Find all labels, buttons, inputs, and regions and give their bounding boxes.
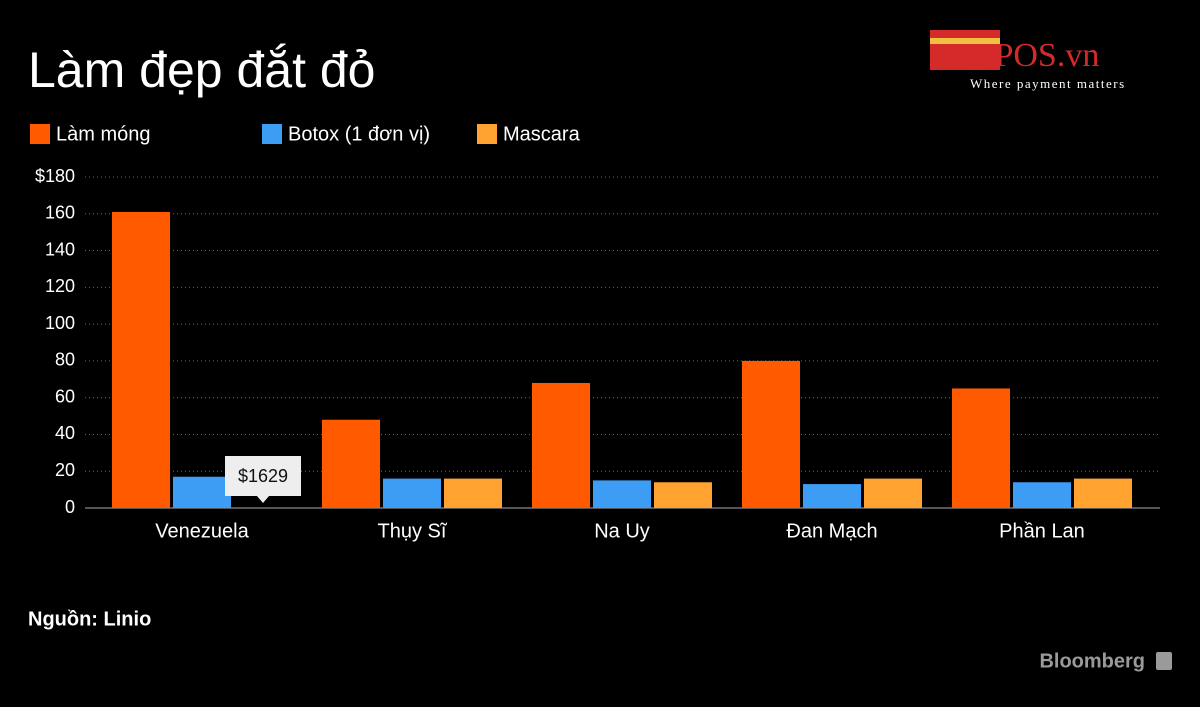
y-tick-label: 60 xyxy=(55,386,75,406)
y-tick-label: 120 xyxy=(45,276,75,296)
legend-label: Làm móng xyxy=(56,123,151,145)
value-label: $1629 xyxy=(238,466,288,486)
y-tick-label: 20 xyxy=(55,460,75,480)
logo-tagline: Where payment matters xyxy=(970,76,1126,91)
y-tick-label: 0 xyxy=(65,497,75,517)
bar xyxy=(803,484,861,508)
y-tick-label: 100 xyxy=(45,313,75,333)
y-tick-label: $180 xyxy=(35,166,75,186)
legend-label: Botox (1 đơn vị) xyxy=(288,123,430,145)
x-tick-label: Đan Mạch xyxy=(786,520,877,542)
legend-swatch xyxy=(30,124,50,144)
callout-box xyxy=(225,456,301,503)
logo-stripe xyxy=(930,38,1000,44)
y-tick-label: 40 xyxy=(55,423,75,443)
chart-title: Làm đẹp đắt đỏ xyxy=(28,42,376,98)
y-tick-label: 160 xyxy=(45,203,75,223)
y-tick-label: 80 xyxy=(55,350,75,370)
publisher-icon xyxy=(1156,652,1172,670)
legend-label: Mascara xyxy=(503,123,581,145)
bar xyxy=(1074,478,1132,508)
x-tick-label: Venezuela xyxy=(155,520,249,542)
bar xyxy=(952,388,1010,508)
bar xyxy=(444,478,502,508)
bar xyxy=(322,419,380,508)
bar xyxy=(864,478,922,508)
x-tick-label: Phần Lan xyxy=(999,520,1085,542)
bar xyxy=(532,382,590,508)
bar xyxy=(742,360,800,508)
legend-swatch xyxy=(477,124,497,144)
y-tick-label: 140 xyxy=(45,239,75,259)
bar xyxy=(112,211,170,508)
bar xyxy=(593,480,651,508)
bar xyxy=(1013,482,1071,508)
bar xyxy=(383,478,441,508)
bar xyxy=(173,476,231,508)
logo: mPOS.vn xyxy=(968,37,1099,74)
publisher: Bloomberg xyxy=(1039,650,1145,672)
source: Nguồn: Linio xyxy=(28,608,151,630)
legend-swatch xyxy=(262,124,282,144)
x-tick-label: Na Uy xyxy=(594,520,650,542)
x-tick-label: Thụy Sĩ xyxy=(378,520,448,542)
bar xyxy=(654,482,712,508)
